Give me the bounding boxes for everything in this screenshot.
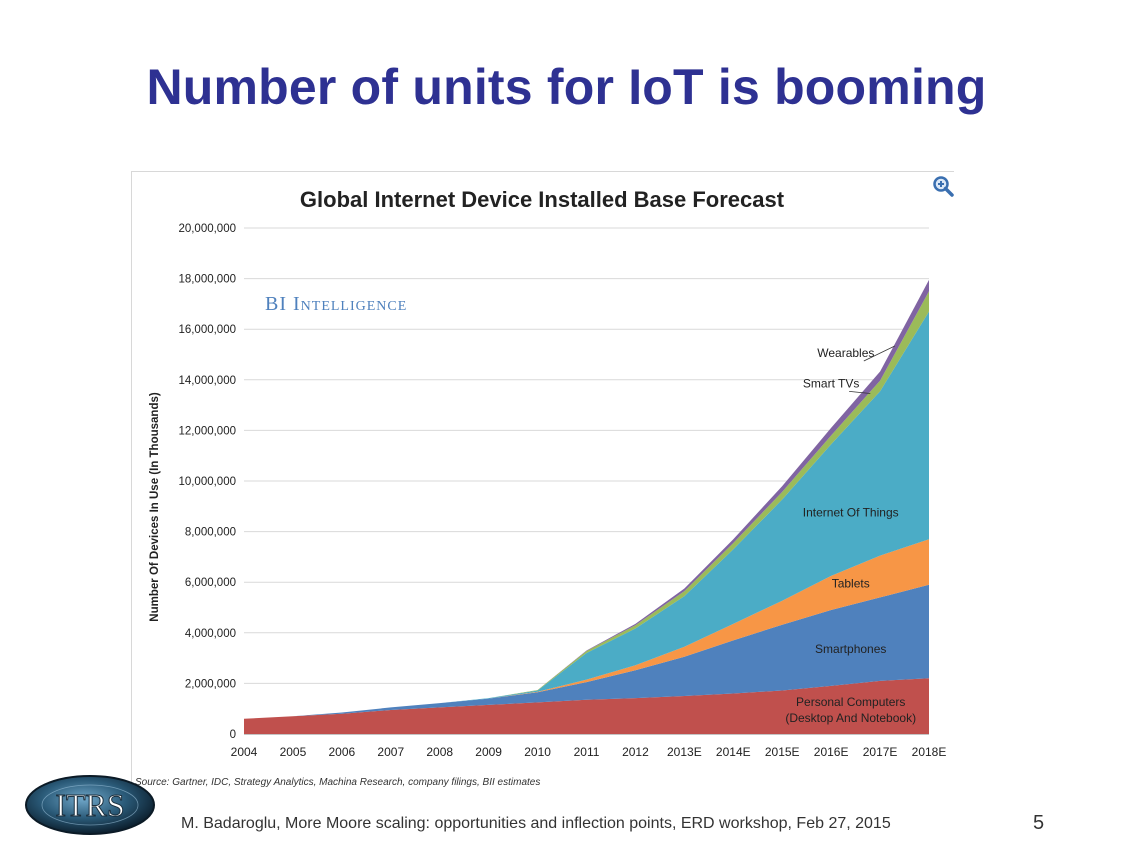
series-label: Smart TVs bbox=[803, 376, 859, 390]
x-tick-label: 2016E bbox=[814, 745, 849, 759]
chart-title: Global Internet Device Installed Base Fo… bbox=[300, 187, 785, 212]
series-label: (Desktop And Notebook) bbox=[785, 711, 916, 725]
x-tick-label: 2011 bbox=[574, 745, 600, 759]
y-tick-label: 10,000,000 bbox=[178, 476, 236, 488]
page-number: 5 bbox=[1033, 812, 1045, 834]
series-label: Tablets bbox=[832, 576, 870, 590]
x-tick-label: 2013E bbox=[667, 745, 702, 759]
y-tick-label: 6,000,000 bbox=[185, 577, 236, 589]
x-axis-ticks: 2004 2005 2006 2007 2008 2009 2010 2011 2012 2013… bbox=[231, 745, 947, 759]
area-smartphones bbox=[244, 584, 929, 719]
series-label: Wearables bbox=[817, 346, 874, 360]
y-tick-label: 12,000,000 bbox=[178, 425, 236, 437]
y-tick-label: 16,000,000 bbox=[178, 324, 236, 336]
x-tick-label: 2005 bbox=[280, 745, 307, 759]
y-tick-label: 8,000,000 bbox=[185, 527, 236, 539]
x-tick-label: 2004 bbox=[231, 745, 258, 759]
series-label: Internet Of Things bbox=[803, 505, 899, 519]
itrs-logo: ITRS bbox=[25, 775, 155, 835]
y-tick-label: 18,000,000 bbox=[178, 274, 236, 286]
series-label: Personal Computers bbox=[796, 695, 905, 709]
x-tick-label: 2015E bbox=[765, 745, 800, 759]
y-axis-label: Number Of Devices In Use (In Thousands) bbox=[149, 392, 161, 622]
chart-frame: Global Internet Device Installed Base Fo… bbox=[131, 171, 954, 792]
label-leader-line bbox=[863, 345, 895, 362]
chart-source: Source: Gartner, IDC, Strategy Analytics… bbox=[135, 777, 540, 788]
x-tick-label: 2006 bbox=[329, 745, 356, 759]
slide-title: Number of units for IoT is booming bbox=[146, 59, 987, 115]
y-axis-ticks: 0 2,000,000 4,000,000 6,000,000 8,000,000 10,… bbox=[178, 223, 236, 741]
itrs-logo-text: ITRS bbox=[55, 787, 124, 823]
label-leader-line bbox=[849, 390, 871, 394]
zoom-in-icon[interactable] bbox=[932, 175, 954, 197]
area-chart: Global Internet Device Installed Base Fo… bbox=[135, 187, 947, 788]
series-areas bbox=[244, 279, 929, 734]
series-label: Smartphones bbox=[815, 642, 886, 656]
y-tick-label: 14,000,000 bbox=[178, 375, 236, 387]
series-labels: Personal Computers (Desktop And Notebook)… bbox=[785, 345, 916, 725]
x-tick-label: 2009 bbox=[475, 745, 502, 759]
x-tick-label: 2017E bbox=[863, 745, 898, 759]
slide-footer: M. Badaroglu, More Moore scaling: opport… bbox=[181, 815, 891, 832]
x-tick-label: 2018E bbox=[912, 745, 947, 759]
y-tick-label: 4,000,000 bbox=[185, 628, 236, 640]
x-tick-label: 2010 bbox=[524, 745, 551, 759]
x-tick-label: 2014E bbox=[716, 745, 751, 759]
x-tick-label: 2012 bbox=[622, 745, 649, 759]
x-tick-label: 2008 bbox=[426, 745, 453, 759]
area-personal-computers bbox=[244, 678, 929, 734]
bi-intelligence-watermark: BI Intelligence bbox=[265, 293, 407, 315]
area-internet-of-things bbox=[244, 311, 929, 719]
y-tick-label: 20,000,000 bbox=[178, 223, 236, 235]
y-tick-label: 2,000,000 bbox=[185, 678, 236, 690]
x-tick-label: 2007 bbox=[377, 745, 404, 759]
y-tick-label: 0 bbox=[230, 729, 236, 741]
